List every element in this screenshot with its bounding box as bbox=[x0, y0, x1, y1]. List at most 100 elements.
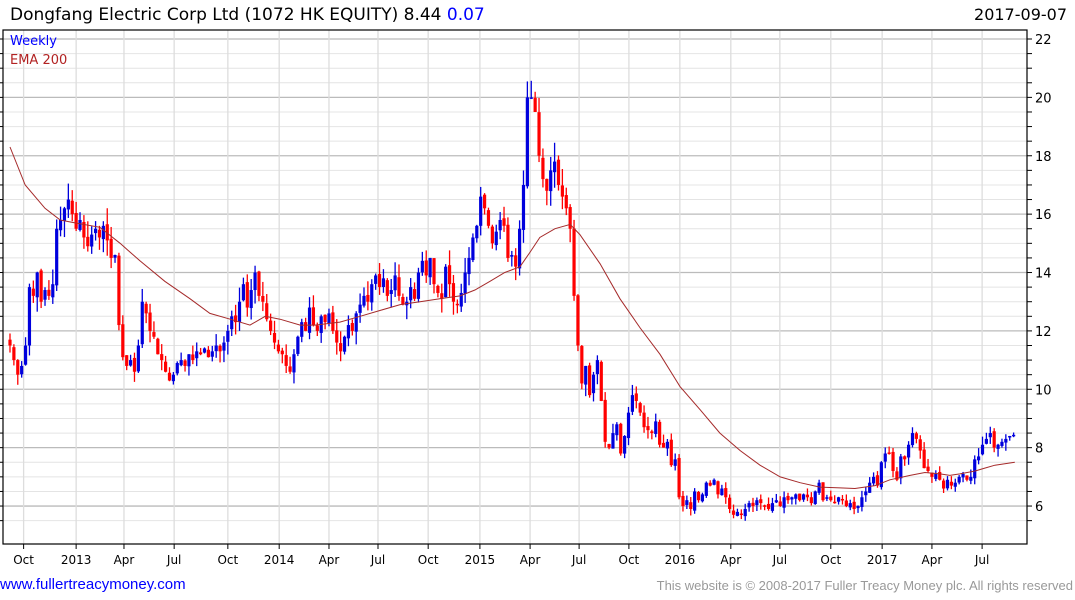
candle bbox=[728, 494, 732, 514]
website-link[interactable]: www.fullertreacymoney.com bbox=[0, 576, 186, 593]
candle-body bbox=[272, 332, 277, 343]
candle bbox=[47, 280, 51, 300]
candle-body bbox=[541, 157, 545, 180]
candle-body bbox=[447, 265, 452, 285]
x-tick-label: Jul bbox=[772, 553, 787, 567]
candle-body bbox=[556, 159, 561, 185]
candle bbox=[564, 187, 568, 216]
candle-body bbox=[875, 475, 880, 486]
candle bbox=[677, 454, 681, 500]
candle-body bbox=[553, 161, 557, 173]
candle-body bbox=[961, 473, 965, 478]
candle bbox=[101, 221, 105, 253]
candle-body bbox=[47, 289, 51, 296]
candle-body bbox=[366, 294, 370, 302]
candle bbox=[58, 206, 63, 237]
candle-body bbox=[16, 360, 20, 375]
candle bbox=[584, 365, 588, 397]
candle-body bbox=[296, 336, 300, 354]
candle-body bbox=[350, 323, 354, 331]
candle bbox=[331, 305, 335, 334]
legend-ema: EMA 200 bbox=[10, 53, 67, 68]
candle bbox=[323, 314, 327, 330]
candle-body bbox=[895, 471, 899, 480]
candle-body bbox=[292, 354, 296, 373]
y-tick-label: 8 bbox=[1035, 442, 1043, 457]
candle-body bbox=[234, 315, 238, 323]
candle-body bbox=[623, 435, 627, 454]
candle-body bbox=[93, 228, 98, 234]
candle-body bbox=[829, 496, 833, 501]
candle-body bbox=[86, 236, 90, 247]
candle-body bbox=[770, 503, 775, 511]
candle-body bbox=[304, 322, 308, 331]
y-tick-label: 10 bbox=[1035, 383, 1052, 398]
candle bbox=[257, 270, 261, 302]
candle bbox=[868, 477, 872, 494]
candle-body bbox=[23, 345, 28, 365]
candle-body bbox=[704, 482, 708, 496]
candle-body bbox=[280, 350, 284, 355]
candle bbox=[249, 279, 253, 320]
candle-body bbox=[125, 355, 129, 366]
candle-body bbox=[381, 278, 386, 287]
candle-body bbox=[724, 488, 728, 498]
candle-body bbox=[856, 506, 860, 509]
candle bbox=[899, 453, 903, 485]
candle-body bbox=[202, 348, 207, 353]
candle-body bbox=[650, 431, 654, 434]
x-tick-label: Apr bbox=[922, 553, 943, 567]
candle-body bbox=[833, 501, 837, 504]
candle bbox=[689, 497, 693, 516]
candle bbox=[117, 252, 121, 331]
candle bbox=[39, 268, 43, 309]
candle-body bbox=[226, 330, 230, 342]
candle bbox=[996, 443, 1000, 457]
candle bbox=[70, 190, 74, 222]
candle-body bbox=[689, 502, 693, 509]
candle bbox=[27, 283, 32, 356]
x-tick-label: Apr bbox=[720, 553, 741, 567]
candle bbox=[658, 419, 662, 448]
candle-body bbox=[517, 228, 522, 269]
candle bbox=[517, 220, 522, 276]
candle bbox=[276, 339, 281, 354]
candle-body bbox=[840, 498, 845, 501]
candle bbox=[366, 281, 370, 311]
candle-body bbox=[938, 471, 942, 480]
candle bbox=[199, 347, 203, 356]
candle-body bbox=[693, 491, 697, 511]
candle bbox=[214, 334, 218, 358]
candle-body bbox=[630, 395, 634, 412]
candle-body bbox=[66, 199, 70, 210]
candle-body bbox=[778, 501, 782, 507]
grid bbox=[3, 30, 1027, 544]
candle bbox=[906, 441, 911, 465]
candle-body bbox=[206, 349, 210, 358]
candle-body bbox=[97, 229, 102, 238]
candle bbox=[300, 318, 304, 343]
candle-body bbox=[774, 500, 778, 503]
candle-body bbox=[661, 442, 666, 448]
candle-body bbox=[568, 207, 572, 229]
candle bbox=[401, 293, 405, 306]
candle bbox=[187, 354, 191, 376]
candle-body bbox=[346, 325, 351, 339]
x-tick-label: Oct bbox=[217, 553, 238, 567]
candle bbox=[455, 299, 459, 314]
candle-body bbox=[945, 479, 950, 489]
candle bbox=[125, 355, 129, 371]
candle-body bbox=[794, 494, 798, 499]
candle bbox=[879, 461, 883, 490]
candle bbox=[144, 301, 148, 324]
candle-body bbox=[1008, 435, 1012, 438]
candle bbox=[93, 221, 98, 241]
candle bbox=[770, 497, 775, 513]
candle-body bbox=[27, 287, 32, 346]
candle-body bbox=[257, 271, 261, 296]
candle bbox=[444, 264, 448, 298]
candle-body bbox=[156, 338, 160, 355]
candle bbox=[105, 208, 109, 256]
candle bbox=[914, 431, 918, 444]
candle-body bbox=[848, 503, 852, 508]
